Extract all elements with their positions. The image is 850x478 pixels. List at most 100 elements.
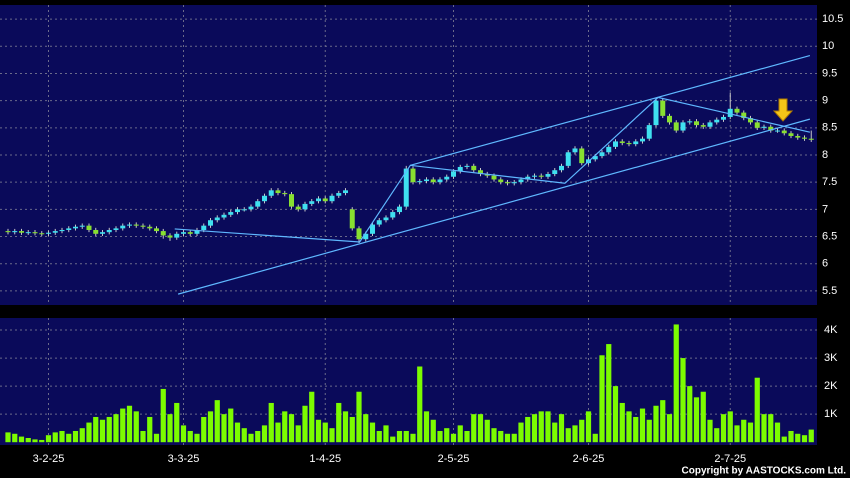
- candle-body: [727, 108, 733, 117]
- candle-body: [46, 232, 51, 234]
- candle-body: [262, 195, 267, 202]
- candle-body: [592, 156, 598, 160]
- x-tick-label: 1-4-25: [309, 453, 341, 465]
- y-tick-label: 7.5: [822, 176, 837, 188]
- candle-body: [410, 168, 416, 183]
- volume-bar: [788, 430, 794, 443]
- candle-body: [397, 206, 402, 213]
- volume-bar: [282, 411, 288, 443]
- volume-bar: [255, 430, 261, 443]
- candle-body: [302, 203, 308, 210]
- candle-body: [795, 135, 801, 138]
- volume-bar: [727, 411, 733, 443]
- candle-body: [336, 193, 342, 196]
- y-tick-label: 5.5: [822, 285, 837, 297]
- candle-body: [19, 231, 24, 233]
- candle-body: [579, 148, 585, 164]
- candle-body: [748, 118, 753, 123]
- candle-body: [734, 108, 740, 113]
- candle-body: [154, 228, 159, 232]
- candle-body: [343, 190, 348, 194]
- volume-bar: [288, 414, 295, 443]
- volume-bar: [194, 433, 200, 443]
- candle-body: [565, 152, 571, 166]
- volume-bar: [599, 355, 605, 443]
- volume-bar: [369, 422, 376, 443]
- volume-bar: [72, 430, 79, 443]
- volume-bar: [356, 391, 362, 443]
- candle-body: [59, 230, 65, 232]
- candle-body: [39, 233, 45, 235]
- volume-bar: [491, 428, 497, 443]
- volume-bar: [639, 408, 646, 443]
- volume-bar: [417, 366, 423, 443]
- candle-body: [289, 194, 294, 207]
- volume-bar: [700, 391, 706, 443]
- candle-body: [194, 230, 200, 234]
- volume-bar: [714, 428, 720, 443]
- candle-body: [106, 230, 112, 233]
- volume-bar: [207, 411, 214, 443]
- volume-bar: [565, 428, 571, 443]
- volume-bar: [687, 386, 693, 443]
- candle-body: [721, 116, 726, 120]
- candle-body: [275, 190, 281, 194]
- volume-bar: [79, 428, 85, 443]
- volume-bar: [558, 414, 565, 443]
- candle-body: [356, 228, 362, 240]
- volume-bar: [808, 429, 814, 443]
- volume-bar: [221, 414, 227, 443]
- y-tick-label: 8.5: [822, 122, 837, 134]
- candle-body: [471, 165, 477, 171]
- volume-bar: [396, 430, 403, 443]
- volume-bar: [437, 430, 443, 443]
- candle-body: [248, 206, 254, 210]
- candle-body: [167, 235, 173, 238]
- volume-bar: [309, 391, 315, 443]
- volume-bar: [619, 402, 625, 443]
- candle-body: [25, 232, 31, 234]
- x-tick-label: 2-6-25: [573, 453, 605, 465]
- candle-body: [147, 226, 153, 229]
- candle-body: [532, 175, 537, 177]
- volume-bar: [795, 433, 801, 443]
- volume-bar: [5, 432, 11, 443]
- candle-body: [235, 209, 240, 213]
- candle-body: [140, 225, 146, 227]
- candle-body: [775, 130, 780, 132]
- volume-bar: [174, 402, 180, 443]
- volume-bar: [275, 422, 281, 443]
- volume-bar: [754, 377, 760, 443]
- y-tick-label: 3K: [824, 352, 838, 364]
- price-panel: [0, 5, 817, 305]
- candle-body: [559, 165, 564, 171]
- candle-body: [626, 143, 632, 145]
- volume-bar: [781, 436, 787, 443]
- candle-body: [66, 228, 72, 230]
- y-tick-label: 6.5: [822, 230, 837, 242]
- volume-bar: [552, 422, 558, 443]
- candle-body: [12, 231, 18, 233]
- volume-bar: [444, 428, 450, 443]
- volume-bar: [626, 411, 632, 443]
- candle-body: [714, 119, 720, 123]
- candle-body: [572, 148, 578, 153]
- candle-body: [511, 182, 517, 184]
- volume-bar: [660, 400, 666, 443]
- volume-bar: [707, 419, 713, 443]
- candle-body: [552, 170, 558, 175]
- candle-body: [329, 195, 335, 202]
- candle-body: [181, 232, 186, 234]
- candle-body: [201, 225, 207, 230]
- volume-bar: [248, 433, 254, 443]
- volume-bar: [140, 430, 146, 443]
- volume-bar: [228, 408, 234, 443]
- candle-body: [640, 138, 645, 142]
- volume-bar: [268, 402, 274, 443]
- x-tick-label: 3-3-25: [168, 453, 200, 465]
- volume-bar: [410, 433, 416, 443]
- candle-body: [5, 231, 11, 233]
- volume-bar: [39, 439, 45, 443]
- volume-bar: [579, 419, 585, 443]
- volume-bar: [606, 344, 612, 443]
